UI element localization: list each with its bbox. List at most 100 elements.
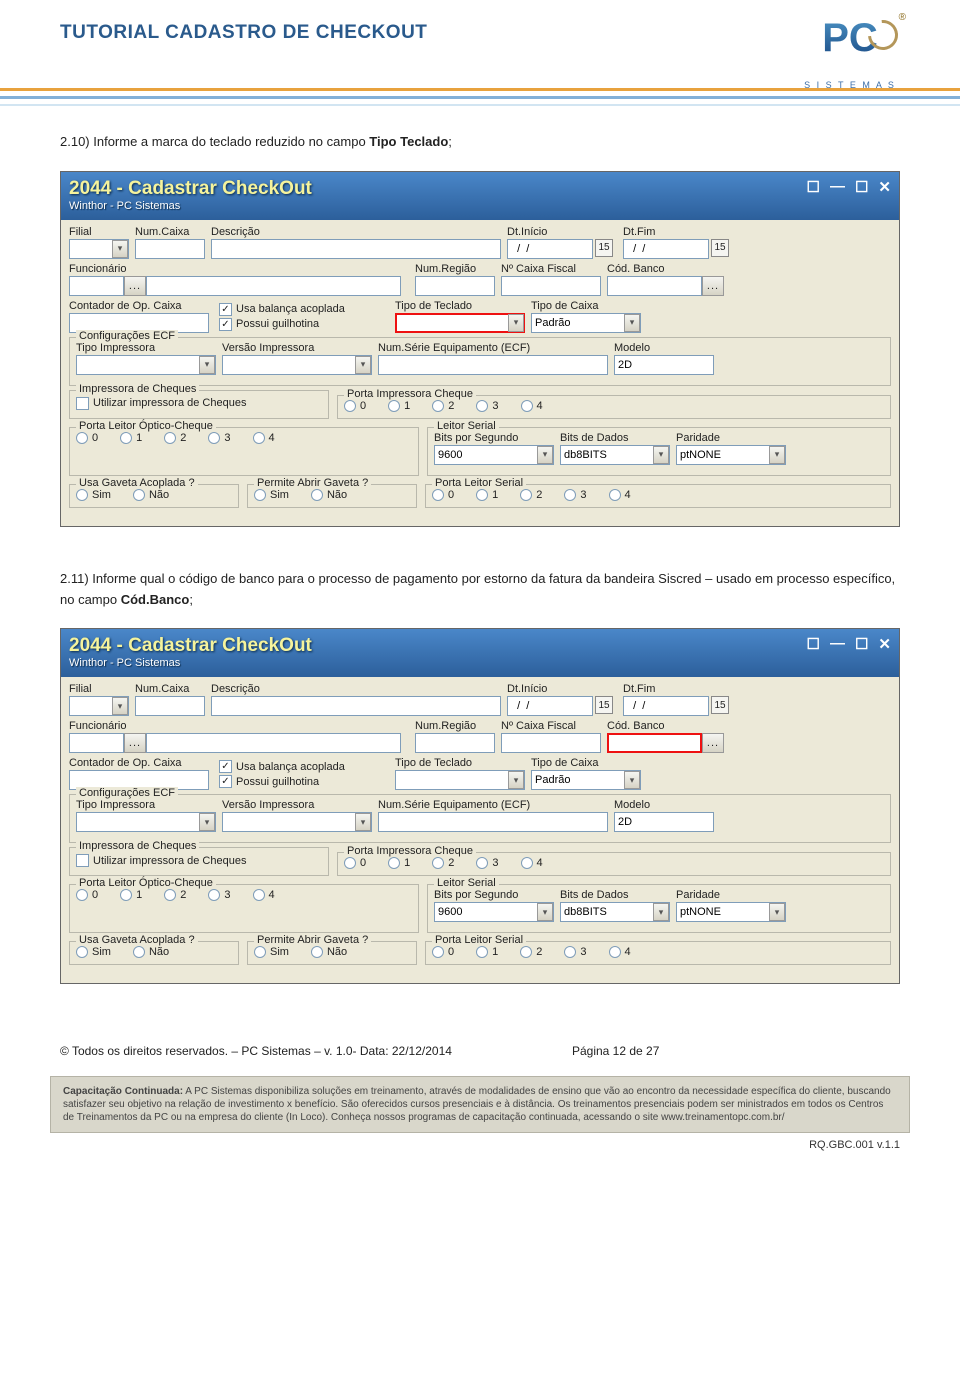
porta-cheque-2[interactable]: 2: [432, 400, 454, 412]
dropdown-icon[interactable]: [769, 903, 785, 921]
porta-serial-1[interactable]: 1: [476, 489, 498, 501]
funcionario-lookup-button[interactable]: ...: [124, 276, 146, 296]
gaveta-sim[interactable]: Sim: [76, 946, 111, 958]
modelo-input[interactable]: [614, 812, 714, 832]
porta-serial-1[interactable]: 1: [476, 946, 498, 958]
maximize-icon[interactable]: ☐: [855, 635, 868, 653]
funcionario-id-input[interactable]: [69, 276, 124, 296]
funcionario-name-input[interactable]: [146, 733, 401, 753]
funcionario-lookup-button[interactable]: ...: [124, 733, 146, 753]
calendar-icon[interactable]: 15: [711, 239, 729, 257]
minimize-icon[interactable]: —: [830, 635, 845, 653]
numserie-input[interactable]: [378, 355, 608, 375]
porta-optico-0[interactable]: 0: [76, 432, 98, 444]
dropdown-icon[interactable]: [624, 314, 640, 332]
dtinicio-input[interactable]: [507, 239, 593, 259]
calendar-icon[interactable]: 15: [711, 696, 729, 714]
porta-cheque-4[interactable]: 4: [521, 857, 543, 869]
porta-optico-1[interactable]: 1: [120, 889, 142, 901]
codbanco-lookup-button[interactable]: ...: [702, 276, 724, 296]
porta-serial-3[interactable]: 3: [564, 946, 586, 958]
porta-serial-2[interactable]: 2: [520, 489, 542, 501]
tipoteclado-combo[interactable]: [395, 770, 525, 790]
descricao-input[interactable]: [211, 696, 501, 716]
dropdown-icon[interactable]: [112, 697, 128, 715]
porta-optico-4[interactable]: 4: [253, 889, 275, 901]
versaoimpressora-combo[interactable]: [222, 812, 372, 832]
numregiao-input[interactable]: [415, 276, 495, 296]
porta-cheque-0[interactable]: 0: [344, 400, 366, 412]
close-icon[interactable]: ✕: [878, 635, 891, 653]
abrir-nao[interactable]: Não: [311, 946, 347, 958]
porta-serial-3[interactable]: 3: [564, 489, 586, 501]
usabalanca-check[interactable]: ✓Usa balança acoplada: [219, 760, 389, 773]
gaveta-nao[interactable]: Não: [133, 946, 169, 958]
dropdown-icon[interactable]: [355, 356, 371, 374]
versaoimpressora-combo[interactable]: [222, 355, 372, 375]
numserie-input[interactable]: [378, 812, 608, 832]
dtinicio-input[interactable]: [507, 696, 593, 716]
gaveta-sim[interactable]: Sim: [76, 489, 111, 501]
utilizarimpcheques-check[interactable]: Utilizar impressora de Cheques: [76, 397, 322, 410]
restore-icon[interactable]: ☐: [807, 178, 820, 196]
porta-serial-2[interactable]: 2: [520, 946, 542, 958]
dropdown-icon[interactable]: [508, 314, 524, 332]
porta-optico-0[interactable]: 0: [76, 889, 98, 901]
dropdown-icon[interactable]: [537, 446, 553, 464]
porta-cheque-3[interactable]: 3: [476, 400, 498, 412]
porta-cheque-4[interactable]: 4: [521, 400, 543, 412]
close-icon[interactable]: ✕: [878, 178, 891, 196]
tipoteclado-combo[interactable]: [395, 313, 525, 333]
dropdown-icon[interactable]: [769, 446, 785, 464]
dropdown-icon[interactable]: [508, 771, 524, 789]
porta-cheque-1[interactable]: 1: [388, 400, 410, 412]
gaveta-nao[interactable]: Não: [133, 489, 169, 501]
codbanco-input[interactable]: [607, 276, 702, 296]
bps-combo[interactable]: [434, 445, 554, 465]
porta-cheque-3[interactable]: 3: [476, 857, 498, 869]
codbanco-lookup-button[interactable]: ...: [702, 733, 724, 753]
utilizarimpcheques-check[interactable]: Utilizar impressora de Cheques: [76, 854, 322, 867]
tipoimpressora-combo[interactable]: [76, 812, 216, 832]
porta-optico-3[interactable]: 3: [208, 889, 230, 901]
dropdown-icon[interactable]: [653, 446, 669, 464]
dropdown-icon[interactable]: [112, 240, 128, 258]
porta-serial-4[interactable]: 4: [609, 946, 631, 958]
calendar-icon[interactable]: 15: [595, 239, 613, 257]
dropdown-icon[interactable]: [653, 903, 669, 921]
dropdown-icon[interactable]: [537, 903, 553, 921]
funcionario-name-input[interactable]: [146, 276, 401, 296]
modelo-input[interactable]: [614, 355, 714, 375]
porta-optico-1[interactable]: 1: [120, 432, 142, 444]
ncaixafiscal-input[interactable]: [501, 276, 601, 296]
porta-optico-2[interactable]: 2: [164, 889, 186, 901]
dropdown-icon[interactable]: [199, 813, 215, 831]
tipoimpressora-combo[interactable]: [76, 355, 216, 375]
usabalanca-check[interactable]: ✓Usa balança acoplada: [219, 303, 389, 316]
porta-serial-0[interactable]: 0: [432, 946, 454, 958]
porta-cheque-1[interactable]: 1: [388, 857, 410, 869]
porta-cheque-0[interactable]: 0: [344, 857, 366, 869]
maximize-icon[interactable]: ☐: [855, 178, 868, 196]
abrir-nao[interactable]: Não: [311, 489, 347, 501]
funcionario-id-input[interactable]: [69, 733, 124, 753]
dropdown-icon[interactable]: [199, 356, 215, 374]
porta-cheque-2[interactable]: 2: [432, 857, 454, 869]
descricao-input[interactable]: [211, 239, 501, 259]
porta-optico-4[interactable]: 4: [253, 432, 275, 444]
porta-optico-3[interactable]: 3: [208, 432, 230, 444]
guilhotina-check[interactable]: ✓Possui guilhotina: [219, 775, 389, 788]
porta-serial-4[interactable]: 4: [609, 489, 631, 501]
dtfim-input[interactable]: [623, 696, 709, 716]
bps-combo[interactable]: [434, 902, 554, 922]
abrir-sim[interactable]: Sim: [254, 489, 289, 501]
minimize-icon[interactable]: —: [830, 178, 845, 196]
calendar-icon[interactable]: 15: [595, 696, 613, 714]
codbanco-input[interactable]: [607, 733, 702, 753]
dropdown-icon[interactable]: [624, 771, 640, 789]
numcaixa-input[interactable]: [135, 239, 205, 259]
restore-icon[interactable]: ☐: [807, 635, 820, 653]
guilhotina-check[interactable]: ✓Possui guilhotina: [219, 318, 389, 331]
porta-optico-2[interactable]: 2: [164, 432, 186, 444]
ncaixafiscal-input[interactable]: [501, 733, 601, 753]
